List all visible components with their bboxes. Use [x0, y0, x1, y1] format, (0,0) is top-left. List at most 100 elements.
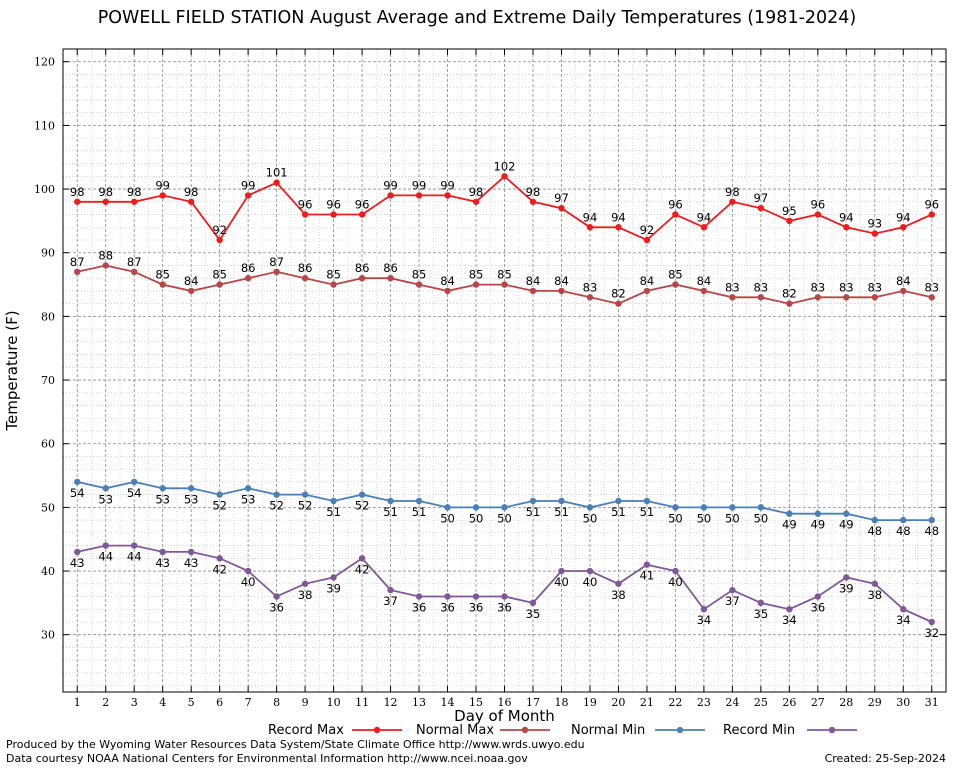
- record-max-point: [216, 236, 223, 244]
- normal-min-data-label: 50: [469, 511, 484, 525]
- record-min-data-label: 32: [924, 626, 939, 640]
- record-min-point: [244, 567, 252, 575]
- record-min-data-label: 41: [640, 569, 655, 583]
- normal-min-point: [102, 485, 109, 492]
- normal-min-point: [757, 504, 765, 511]
- normal-min-point: [643, 497, 651, 505]
- grid: [63, 48, 946, 692]
- record-max-data-label: 94: [583, 210, 598, 224]
- normal-min-data-label: 50: [725, 511, 740, 525]
- record-min-point: [928, 618, 935, 626]
- record-min-data-label: 40: [241, 575, 256, 589]
- record-min-data-label: 42: [212, 562, 227, 576]
- record-max-data-label: 94: [697, 210, 712, 224]
- record-max-data-label: 102: [494, 159, 516, 173]
- x-tick-label: 5: [188, 696, 195, 709]
- normal-max-point: [757, 294, 765, 301]
- record-max-point: [74, 198, 81, 205]
- x-axis-label: Day of Month: [454, 707, 555, 725]
- record-max-point: [102, 198, 109, 205]
- normal-max-point: [900, 287, 907, 295]
- normal-min-point: [700, 504, 708, 511]
- normal-min-point: [586, 504, 594, 511]
- record-max-data-label: 101: [266, 166, 288, 180]
- normal-min-data-label: 51: [412, 505, 427, 519]
- x-tick-label: 28: [839, 696, 853, 709]
- normal-max-point: [529, 287, 537, 295]
- footer-credit-data: Data courtesy NOAA National Centers for …: [6, 752, 528, 765]
- normal-min-point: [444, 504, 451, 511]
- legend-item-normal-max: Normal Max: [416, 723, 550, 738]
- normal-min-data-label: 49: [839, 518, 854, 532]
- normal-min-data-label: 53: [98, 492, 113, 506]
- normal-min-point: [871, 516, 878, 524]
- normal-max-point: [814, 294, 822, 301]
- normal-min-point: [558, 497, 565, 505]
- record-min-data-label: 35: [526, 607, 541, 621]
- footer-credit-produced: Produced by the Wyoming Water Resources …: [6, 738, 585, 751]
- normal-min-data-label: 51: [611, 505, 626, 519]
- normal-max-data-label: 85: [469, 268, 484, 282]
- record-max-point: [928, 211, 935, 218]
- record-min-point: [529, 599, 537, 607]
- record-min-data-label: 38: [611, 588, 626, 602]
- normal-max-data-label: 82: [782, 287, 797, 301]
- x-tick-label: 12: [384, 696, 398, 709]
- normal-min-data-label: 50: [440, 511, 455, 525]
- normal-max-data-label: 83: [867, 280, 882, 294]
- record-min-point: [273, 593, 280, 600]
- x-tick-label: 11: [355, 696, 369, 709]
- normal-max-point: [330, 281, 337, 288]
- normal-min-data-label: 53: [184, 492, 199, 506]
- record-max-point: [871, 230, 878, 237]
- x-tick-label: 9: [302, 696, 309, 709]
- normal-max-point: [159, 281, 166, 288]
- record-max-data-label: 98: [184, 185, 199, 199]
- record-max-data-label: 98: [127, 185, 142, 199]
- normal-max-data-label: 83: [754, 280, 769, 294]
- normal-min-point: [131, 478, 138, 486]
- record-max-data-label: 98: [526, 185, 541, 199]
- record-max-data-label: 96: [298, 198, 313, 212]
- y-tick-label: 90: [41, 247, 55, 260]
- record-min-data-label: 37: [383, 594, 398, 608]
- record-max-data-label: 99: [155, 178, 170, 192]
- normal-max-data-label: 85: [212, 268, 227, 282]
- legend-swatch-marker: [373, 726, 381, 734]
- record-max-point: [558, 204, 565, 212]
- normal-max-point: [871, 294, 878, 301]
- record-min-data-label: 36: [440, 601, 455, 615]
- record-min-data-label: 34: [896, 613, 911, 627]
- normal-min-data-label: 52: [269, 499, 284, 513]
- normal-min-point: [330, 497, 337, 505]
- normal-max-data-label: 85: [412, 268, 427, 282]
- normal-max-data-label: 85: [155, 268, 170, 282]
- normal-min-data-label: 49: [782, 518, 797, 532]
- legend-swatch-marker: [828, 726, 836, 734]
- normal-max-data-label: 88: [98, 248, 113, 262]
- record-max-data-label: 98: [98, 185, 113, 199]
- normal-max-point: [501, 281, 508, 288]
- record-min-data-label: 36: [412, 601, 427, 615]
- record-max-data-label: 92: [640, 223, 655, 237]
- normal-min-point: [187, 485, 195, 492]
- record-min-data-label: 34: [782, 613, 797, 627]
- record-max-point: [444, 192, 451, 199]
- record-max-data-label: 97: [754, 191, 769, 205]
- x-tick-label: 2: [102, 696, 109, 709]
- normal-max-data-label: 83: [811, 280, 826, 294]
- normal-min-data-label: 50: [668, 511, 683, 525]
- record-max-point: [415, 192, 423, 199]
- record-min-data-label: 36: [811, 601, 826, 615]
- record-max-point: [672, 211, 679, 218]
- record-min-data-label: 35: [754, 607, 769, 621]
- record-max-data-label: 99: [383, 178, 398, 192]
- record-min-data-label: 43: [70, 556, 85, 570]
- record-min-point: [330, 574, 337, 581]
- legend-label-record-min: Record Min: [723, 723, 795, 738]
- chart-title: POWELL FIELD STATION August Average and …: [97, 8, 857, 28]
- normal-min-point: [216, 491, 223, 498]
- normal-min-data-label: 54: [127, 486, 142, 500]
- x-tick-label: 24: [725, 696, 739, 709]
- y-tick-label: 70: [41, 374, 55, 387]
